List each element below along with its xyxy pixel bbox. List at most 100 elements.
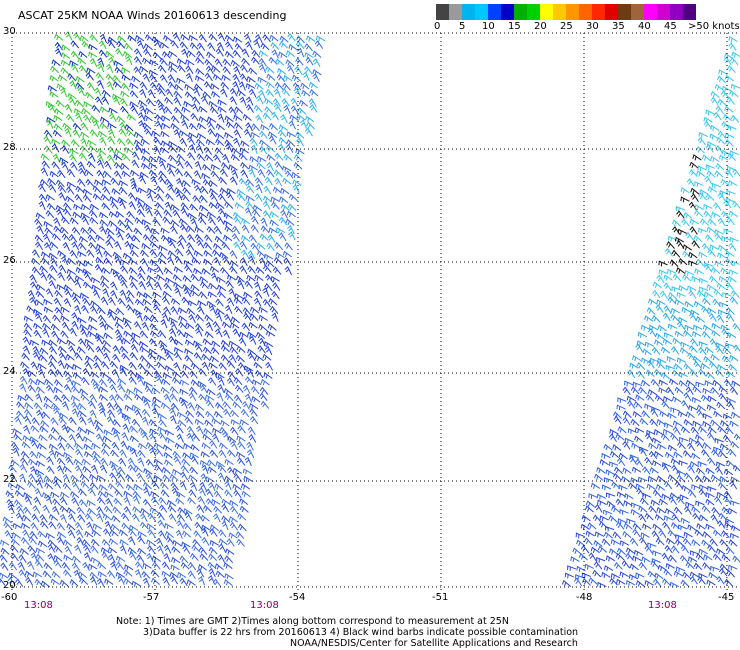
wind-barb [241,249,250,259]
wind-barb [302,71,310,81]
wind-barb [124,123,134,132]
wind-barb [92,119,100,130]
wind-barb [157,330,167,339]
wind-barb [304,65,313,75]
wind-barb [157,251,167,260]
wind-barb [30,361,39,371]
wind-barb [93,361,102,371]
wind-barb [28,377,38,386]
wind-barb [723,199,732,209]
wind-barb [642,523,652,530]
wind-barb [8,464,17,473]
wind-barb [246,76,256,83]
wind-barb [245,96,254,106]
wind-barb [165,352,174,362]
wind-barb [661,493,671,500]
wind-barb [151,480,160,489]
wind-barb [724,139,734,147]
wind-barb [701,448,710,458]
wind-barb [156,354,167,361]
wind-barb [693,300,704,308]
wind-barb [91,464,99,474]
wind-barb [702,562,711,570]
wind-barb [19,375,28,385]
wind-barb [129,242,139,250]
wind-barb [78,416,87,426]
wind-barb [164,459,174,467]
wind-barb [248,335,257,345]
wind-barb [219,187,229,195]
wind-barb [56,208,64,218]
wind-barb [684,300,694,308]
wind-barb [72,211,82,219]
wind-barb [250,224,259,233]
wind-barb [688,312,697,322]
wind-barb [691,506,701,513]
wind-barb [114,315,124,323]
wind-barb [118,529,128,537]
wind-barb [164,201,172,211]
wind-barb [97,62,105,73]
wind-barb [15,483,25,491]
wind-barb [30,552,38,562]
wind-barb [585,500,595,508]
wind-barb [59,513,67,524]
wind-barb [705,491,715,498]
wind-barb [130,447,138,458]
wind-barb [714,232,723,242]
wind-barb [71,320,79,330]
wind-barb [58,264,67,274]
wind-barb [173,266,184,273]
wind-barb [616,547,626,555]
wind-barb [80,328,88,338]
wind-barb [697,461,707,467]
wind-barb [212,153,222,163]
wind-barb [576,539,586,547]
wind-barb [194,160,202,171]
wind-barb [679,347,689,355]
wind-barb [38,354,48,362]
wind-barb [682,244,692,251]
wind-barb [220,162,230,170]
wind-barb [238,337,247,347]
wind-barb [193,250,203,257]
wind-barb [129,90,139,99]
wind-barb [712,553,722,562]
wind-barb [208,100,218,108]
wind-barb [133,465,143,473]
wind-barb [30,522,39,531]
wind-barb [283,74,293,82]
wind-barb [162,474,172,482]
wind-barb [181,530,192,538]
wind-barb [645,393,655,402]
wind-barb [147,528,156,538]
wind-barb [657,324,667,332]
wind-barb [142,481,152,490]
wind-barb [709,244,719,251]
wind-barb [142,562,152,569]
wind-barb [144,369,154,378]
wind-barb [98,386,108,393]
wind-barb [298,99,309,107]
wind-barb [196,144,204,154]
wind-barb [243,312,252,322]
wind-barb [725,342,735,349]
wind-barb [216,392,224,402]
wind-barb [96,79,104,90]
wind-barb [232,137,241,147]
wind-barb [679,494,689,501]
wind-barb [218,442,228,450]
wind-barb [44,227,54,236]
wind-barb [619,540,630,547]
wind-barb [95,512,104,523]
wind-barb [48,252,58,260]
wind-barb [106,311,115,321]
wind-barb [221,515,231,523]
wind-barb [32,351,40,361]
wind-barb [730,476,740,483]
wind-barb [212,578,222,588]
wind-barb [608,433,617,443]
wind-barb [634,427,645,434]
wind-barb [78,152,88,161]
wind-barb [188,386,198,395]
